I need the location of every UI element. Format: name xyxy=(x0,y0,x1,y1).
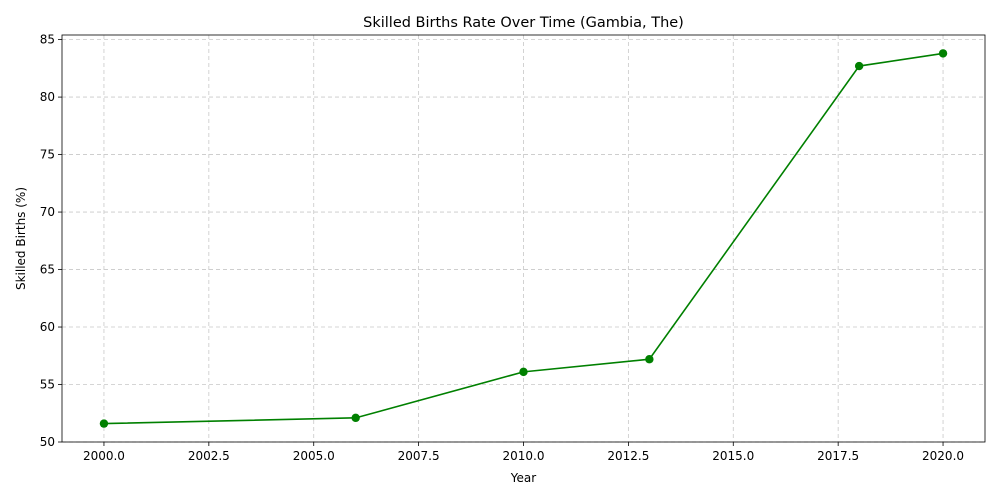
data-point xyxy=(519,367,528,377)
x-tick-label: 2010.0 xyxy=(503,449,545,463)
x-tick-label: 2020.0 xyxy=(922,449,964,463)
x-axis-ticks: 2000.0 2002.5 2005.0 2007.5 2010.0 2012.5 2015… xyxy=(83,442,964,463)
x-tick-label: 2005.0 xyxy=(293,449,335,463)
y-tick-label: 70 xyxy=(40,205,55,219)
y-tick-label: 80 xyxy=(40,90,55,104)
x-tick-label: 2007.5 xyxy=(398,449,440,463)
grid xyxy=(62,35,985,443)
x-axis-label: Year xyxy=(510,471,536,485)
data-point xyxy=(854,61,864,71)
y-axis-label: Skilled Births (%) xyxy=(14,187,28,290)
data-point xyxy=(99,419,109,428)
x-tick-label: 2012.5 xyxy=(607,449,649,463)
data-point xyxy=(351,413,360,423)
x-tick-label: 2017.5 xyxy=(817,449,859,463)
y-tick-label: 50 xyxy=(40,435,55,449)
chart-title: Skilled Births Rate Over Time (Gambia, T… xyxy=(363,15,684,31)
y-tick-label: 65 xyxy=(40,263,55,277)
series-line xyxy=(103,52,944,425)
data-point xyxy=(645,355,654,364)
x-tick-label: 2000.0 xyxy=(83,449,125,463)
series-markers xyxy=(99,49,948,428)
y-axis-ticks: 50 55 60 65 70 75 80 85 xyxy=(40,33,62,449)
y-tick-label: 55 xyxy=(40,378,55,392)
y-tick-label: 60 xyxy=(40,320,55,334)
data-point xyxy=(938,49,948,58)
x-tick-label: 2002.5 xyxy=(188,449,230,463)
y-tick-label: 75 xyxy=(40,148,55,162)
x-tick-label: 2015.0 xyxy=(712,449,754,463)
series-lines xyxy=(103,52,944,425)
y-tick-label: 85 xyxy=(40,33,55,47)
